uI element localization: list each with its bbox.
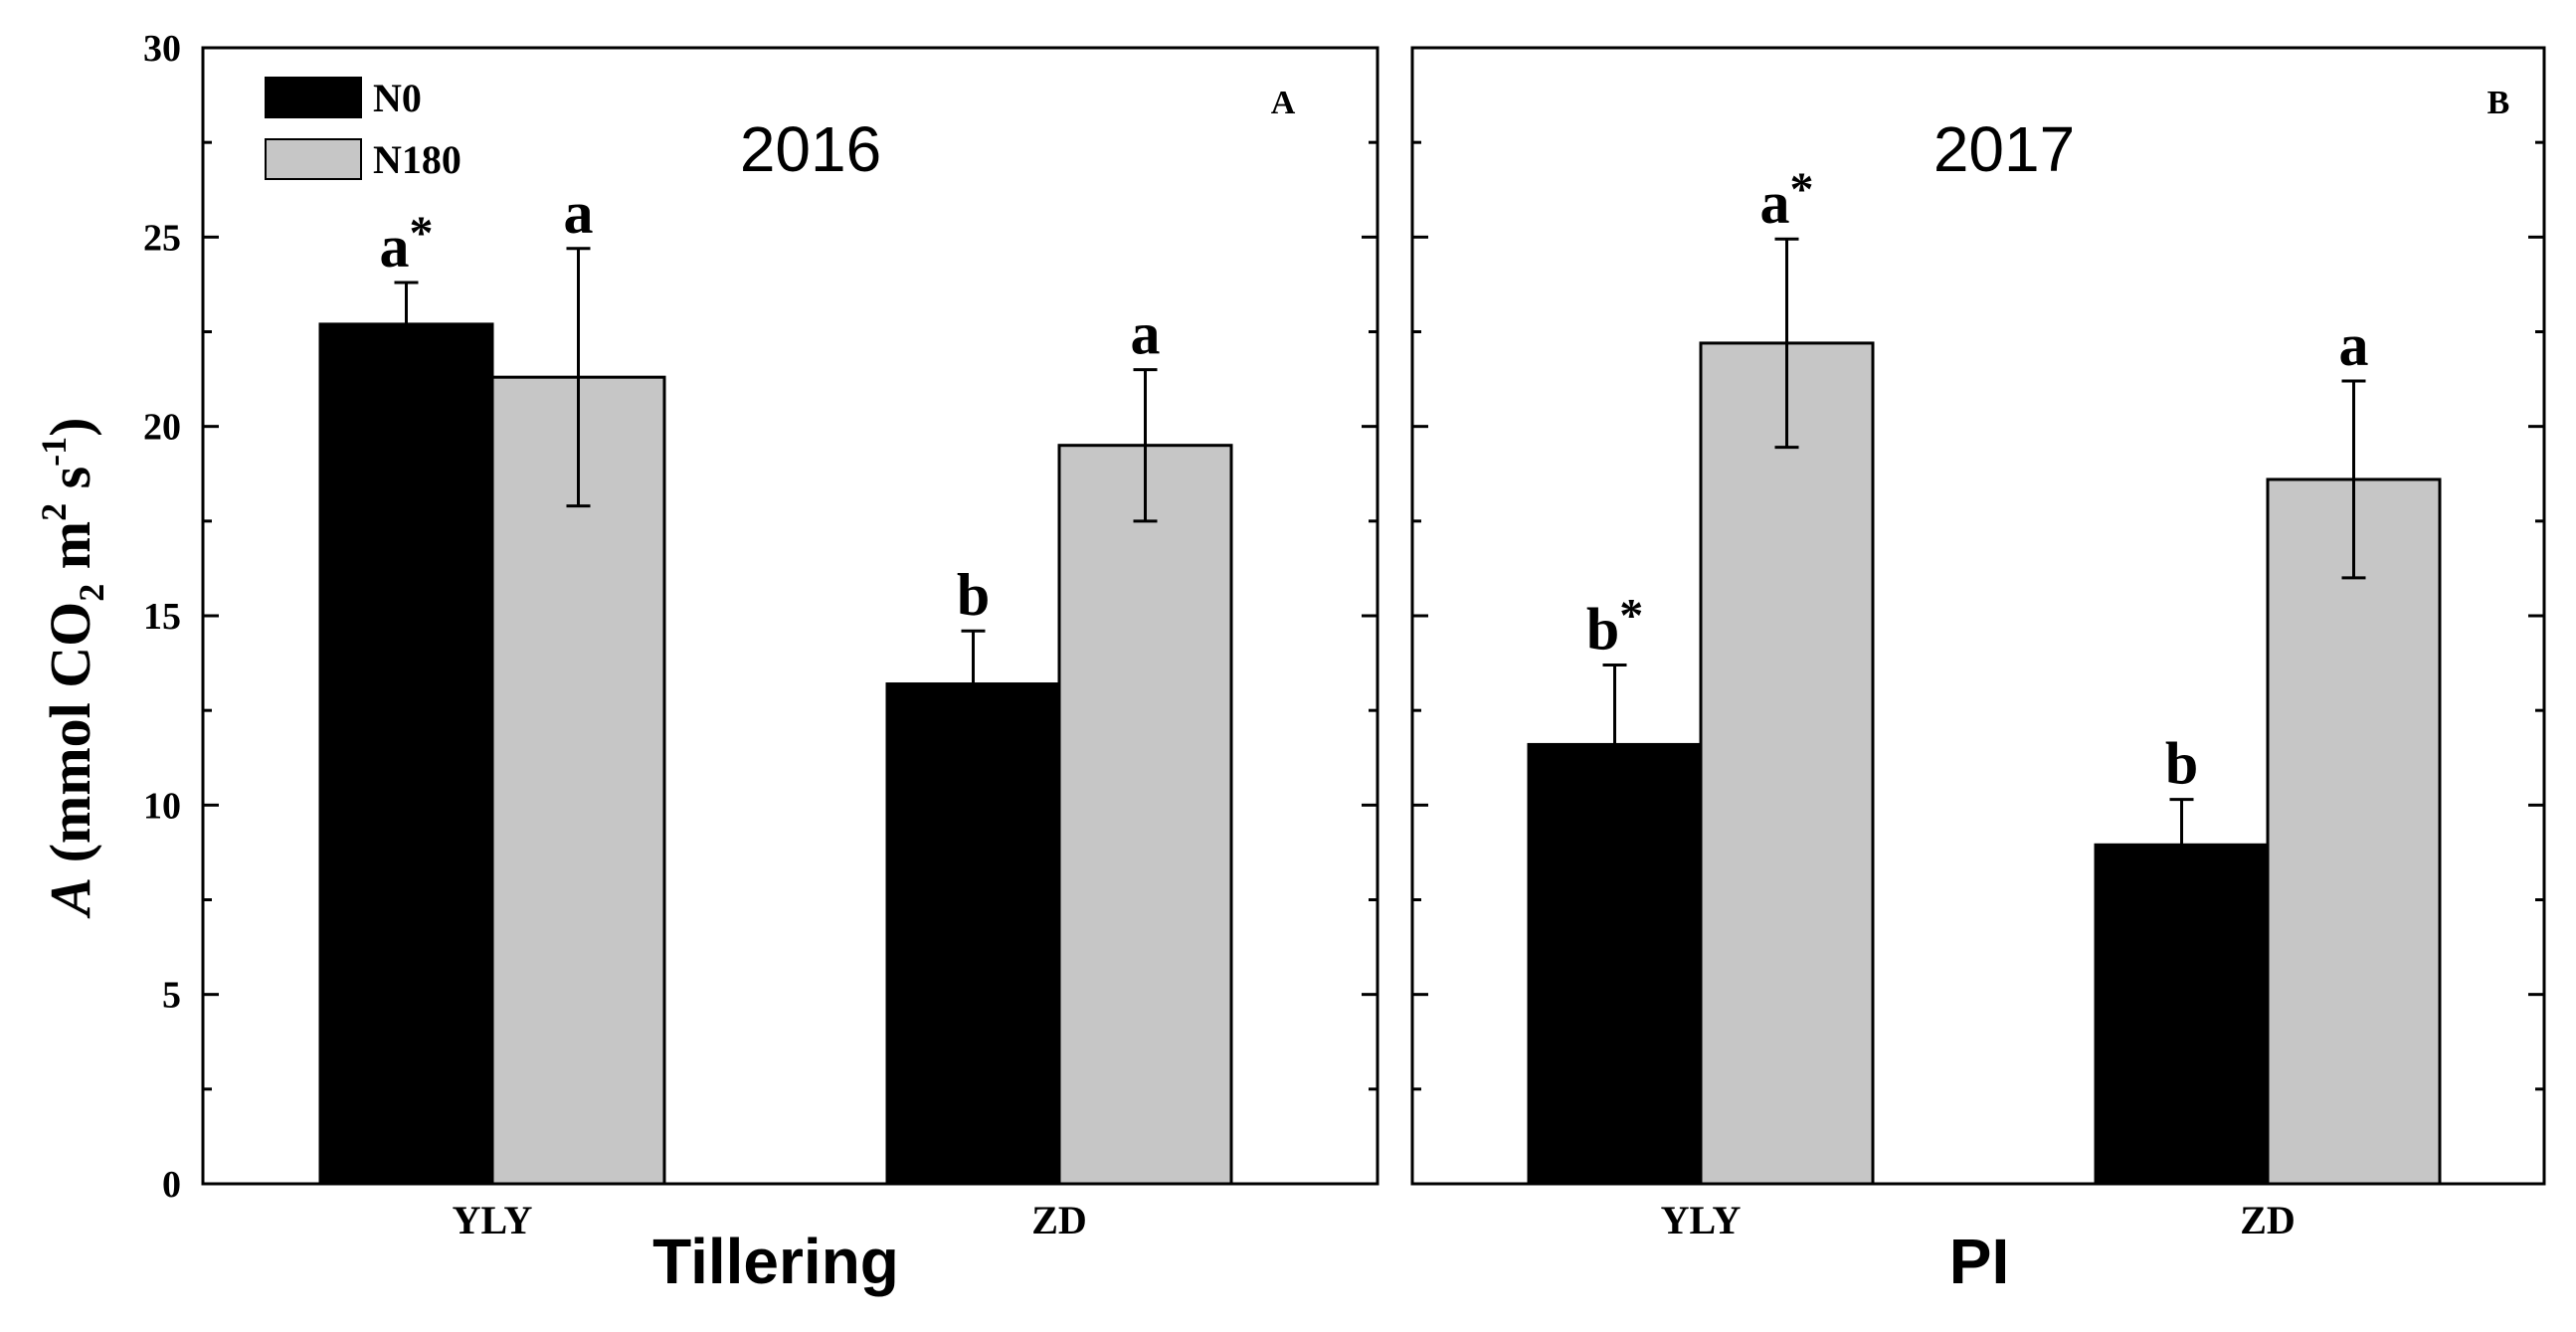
panel-a-bars: a* b a a xyxy=(318,180,1233,1186)
panel-a-frame xyxy=(201,46,1380,1186)
y-label-mid: m xyxy=(38,521,102,584)
y-label-s: s xyxy=(38,467,102,503)
panel-a-significance-label: a xyxy=(564,180,594,246)
panel-b-letter: B xyxy=(2487,85,2510,121)
panel-b-category-label-zd: ZD xyxy=(2240,1198,2296,1242)
panel-a-letter: A xyxy=(1271,85,1296,121)
panel-a-bar-n180-yly xyxy=(490,375,666,1186)
panel-b-bar-n180-zd xyxy=(2266,477,2442,1186)
y-tick-label: 20 xyxy=(143,407,181,449)
legend-swatch-n180 xyxy=(265,138,362,180)
panel-a-x-axis-label: Tillering xyxy=(652,1226,899,1297)
y-tick-label: 0 xyxy=(162,1164,181,1206)
legend: N0 N180 xyxy=(265,76,461,182)
y-label-open: (mmol CO xyxy=(38,602,102,877)
legend-label-n180: N180 xyxy=(373,137,461,182)
legend-swatch-n0 xyxy=(265,77,362,118)
y-tick-label: 15 xyxy=(143,596,181,638)
y-label-close: ) xyxy=(38,418,102,437)
panel-a-bar-n0-yly xyxy=(318,322,494,1186)
y-tick-label: 10 xyxy=(143,785,181,827)
panel-b-significance-label: a xyxy=(2339,312,2369,378)
panel-b-frame xyxy=(1410,46,2546,1186)
y-label-sup2: -1 xyxy=(34,437,74,467)
legend-label-n0: N0 xyxy=(373,76,422,120)
panel-a-significance-label: b xyxy=(957,562,990,628)
panel-a-significance-label: a* xyxy=(380,207,434,280)
y-tick-label: 30 xyxy=(143,28,181,70)
y-label-sub: 2 xyxy=(72,584,111,602)
panel-a-category-label-yly: YLY xyxy=(453,1198,533,1242)
panel-b-bar-n180-yly xyxy=(1699,341,1875,1186)
panel-b: YLY ZD b* b a* a 2017 B PI xyxy=(1410,46,2546,1297)
panel-b-significance-label: a* xyxy=(1760,163,1814,236)
panel-a-bar-n180-zd xyxy=(1057,444,1233,1186)
y-label-italic-a: A xyxy=(38,877,102,919)
panel-b-significance-label: b xyxy=(2165,731,2198,797)
panel-b-x-axis-label: PI xyxy=(1949,1226,2009,1297)
panel-a-ticks: 0 5 10 15 20 25 30 YLY ZD xyxy=(143,28,1378,1242)
y-tick-label: 25 xyxy=(143,217,181,259)
panel-b-category-label-yly: YLY xyxy=(1661,1198,1742,1242)
panel-a-significance-label: a xyxy=(1131,301,1161,367)
y-tick-label: 5 xyxy=(162,975,181,1017)
y-label-sup1: 2 xyxy=(34,503,74,521)
panel-a-bar-n0-zd xyxy=(885,682,1061,1186)
panel-b-significance-label: b* xyxy=(1586,589,1643,662)
panel-a-year: 2016 xyxy=(740,113,881,185)
panel-b-year: 2017 xyxy=(1933,113,2075,185)
y-axis-label: A (mmol CO2 m2 s-1) xyxy=(34,418,111,919)
panel-a: 0 5 10 15 20 25 30 YLY ZD a* b a a 2016 A Tillering… xyxy=(143,28,1380,1297)
panel-a-category-label-zd: ZD xyxy=(1031,1198,1087,1242)
panel-b-bar-n0-zd xyxy=(2094,843,2270,1186)
panel-b-bars: b* b a* a xyxy=(1527,163,2442,1186)
